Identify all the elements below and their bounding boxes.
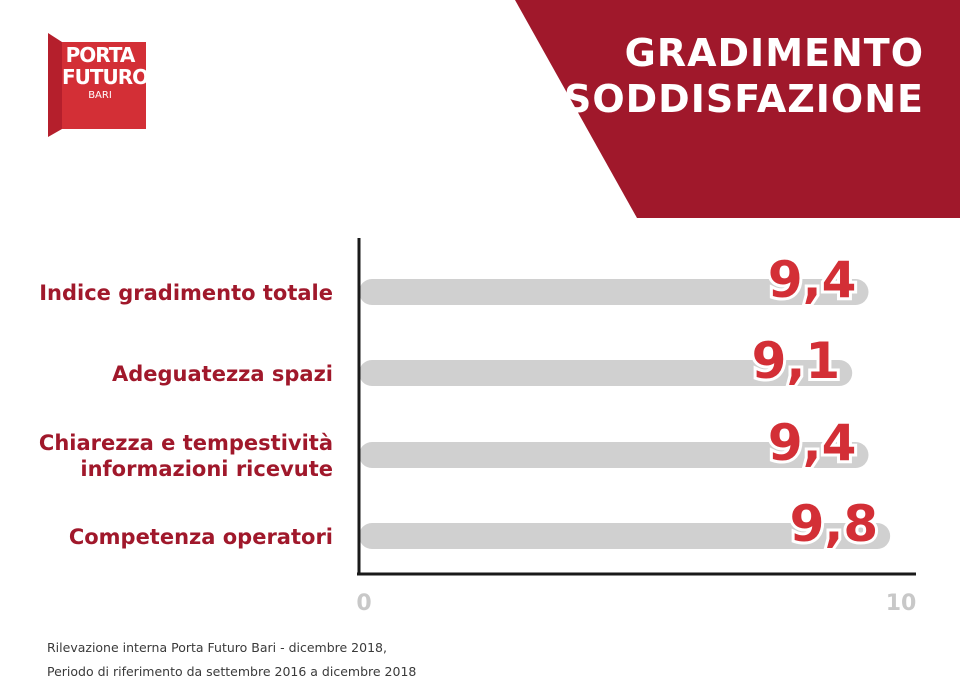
category-label-3-0: Competenza operatori	[69, 525, 333, 549]
value-label-2: 9,4	[768, 414, 857, 472]
x-tick-label-1: 10	[886, 591, 917, 616]
logo-line-1: PORTA	[65, 43, 136, 67]
x-tick-label-0: 0	[356, 591, 371, 616]
title-line-2: E SODDISFAZIONE	[522, 77, 924, 121]
ticks-layer: 0 10	[356, 591, 916, 616]
header-banner-shape	[515, 0, 960, 218]
category-label-1-0: Adeguatezza spazi	[112, 362, 333, 386]
value-label-0: 9,4	[768, 251, 857, 309]
bar-3	[359, 523, 891, 549]
logo-text: PORTA FUTURO BARI	[62, 43, 149, 102]
logo-line-3: BARI	[88, 90, 112, 101]
porta-futuro-logo	[48, 33, 146, 137]
value-label-3: 9,8	[790, 495, 879, 553]
source-line-1: Rilevazione interna Porta Futuro Bari - …	[47, 640, 387, 655]
source-line-2: Periodo di riferimento da settembre 2016…	[47, 664, 417, 679]
value-label-1: 9,1	[752, 332, 841, 390]
category-label-0-0: Indice gradimento totale	[39, 281, 333, 305]
bar-0	[359, 279, 869, 305]
labels-layer: Indice gradimento totale 9,4 Adeguatezza s…	[39, 248, 881, 556]
logo-door-shape	[48, 33, 62, 137]
bar-1	[359, 360, 853, 386]
logo-line-2: FUTURO	[62, 65, 149, 89]
bars-layer	[359, 279, 891, 549]
bar-2	[359, 442, 869, 468]
category-label-2-1: informazioni ricevute	[80, 457, 333, 481]
title-line-1: GRADIMENTO	[624, 31, 924, 75]
source-note: Rilevazione interna Porta Futuro Bari - …	[47, 636, 416, 684]
logo-panel	[62, 42, 146, 129]
page-title: GRADIMENTO E SODDISFAZIONE	[523, 30, 924, 122]
category-label-2-0: Chiarezza e tempestività	[39, 431, 333, 455]
header-banner	[515, 0, 960, 218]
bar-chart: Indice gradimento totale 9,4 Adeguatezza s…	[39, 238, 916, 616]
